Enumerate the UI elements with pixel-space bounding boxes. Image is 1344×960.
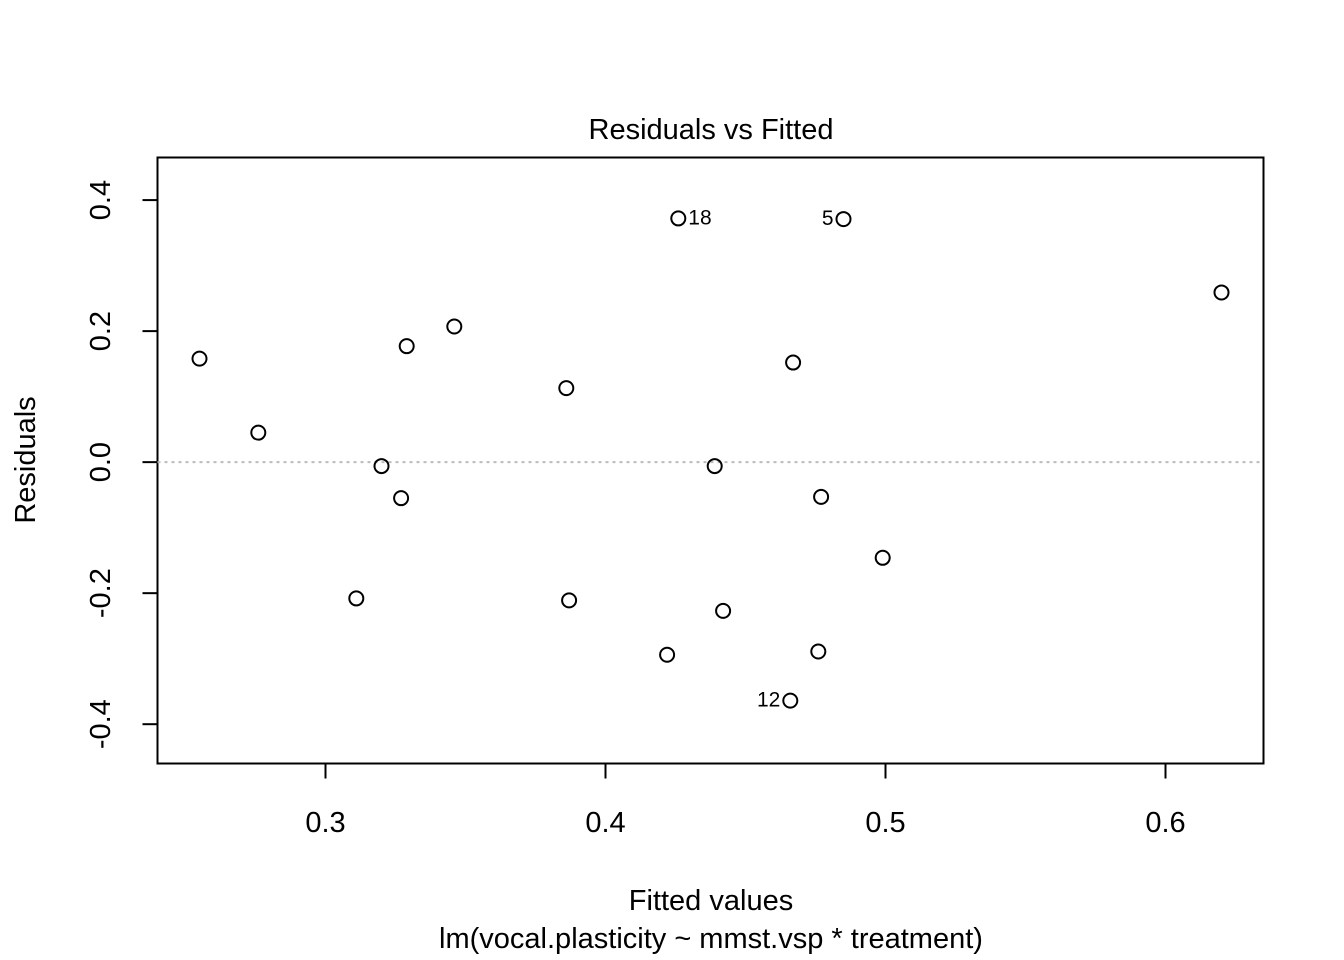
data-point [810,643,827,660]
data-point [715,602,732,619]
y-tick-label: 0.2 [85,311,117,351]
data-point [835,211,852,228]
x-axis-subtitle: lm(vocal.plasticity ~ mmst.vsp * treatme… [439,923,983,955]
y-tick-label: 0.0 [85,442,117,482]
y-tick-label: 0.4 [85,180,117,220]
point-label: 18 [688,206,711,229]
data-point [250,424,267,441]
data-point [813,488,830,505]
x-tick-label: 0.6 [1145,807,1185,839]
y-tick-label: -0.2 [85,568,117,618]
data-point [446,318,463,335]
data-point [558,380,575,397]
data-point [561,592,578,609]
data-point [785,354,802,371]
x-tick-label: 0.5 [865,807,905,839]
plot-frame [156,156,1265,765]
x-axis: 0.3 0.4 0.5 0.6 [305,763,1186,839]
point-label: 12 [757,689,780,712]
chart-title: Residuals vs Fitted [589,114,834,146]
data-point [191,350,208,367]
data-point [782,692,799,709]
x-axis-title: Fitted values [629,885,793,917]
y-axis-title: Residuals [10,396,42,523]
point-labels: 18 12 5 [688,206,833,711]
y-axis: -0.4 -0.2 0.0 0.2 0.4 [85,180,158,749]
data-points [191,210,1230,709]
data-point [670,210,687,227]
data-point [348,590,365,607]
data-point [373,458,390,475]
y-tick-label: -0.4 [85,699,117,749]
x-tick-label: 0.4 [585,807,625,839]
data-point [1213,284,1230,301]
point-label: 5 [822,207,834,230]
data-point [659,646,676,663]
data-point [874,549,891,566]
data-point [706,458,723,475]
x-tick-label: 0.3 [305,807,345,839]
data-point [393,490,410,507]
data-point [398,338,415,355]
